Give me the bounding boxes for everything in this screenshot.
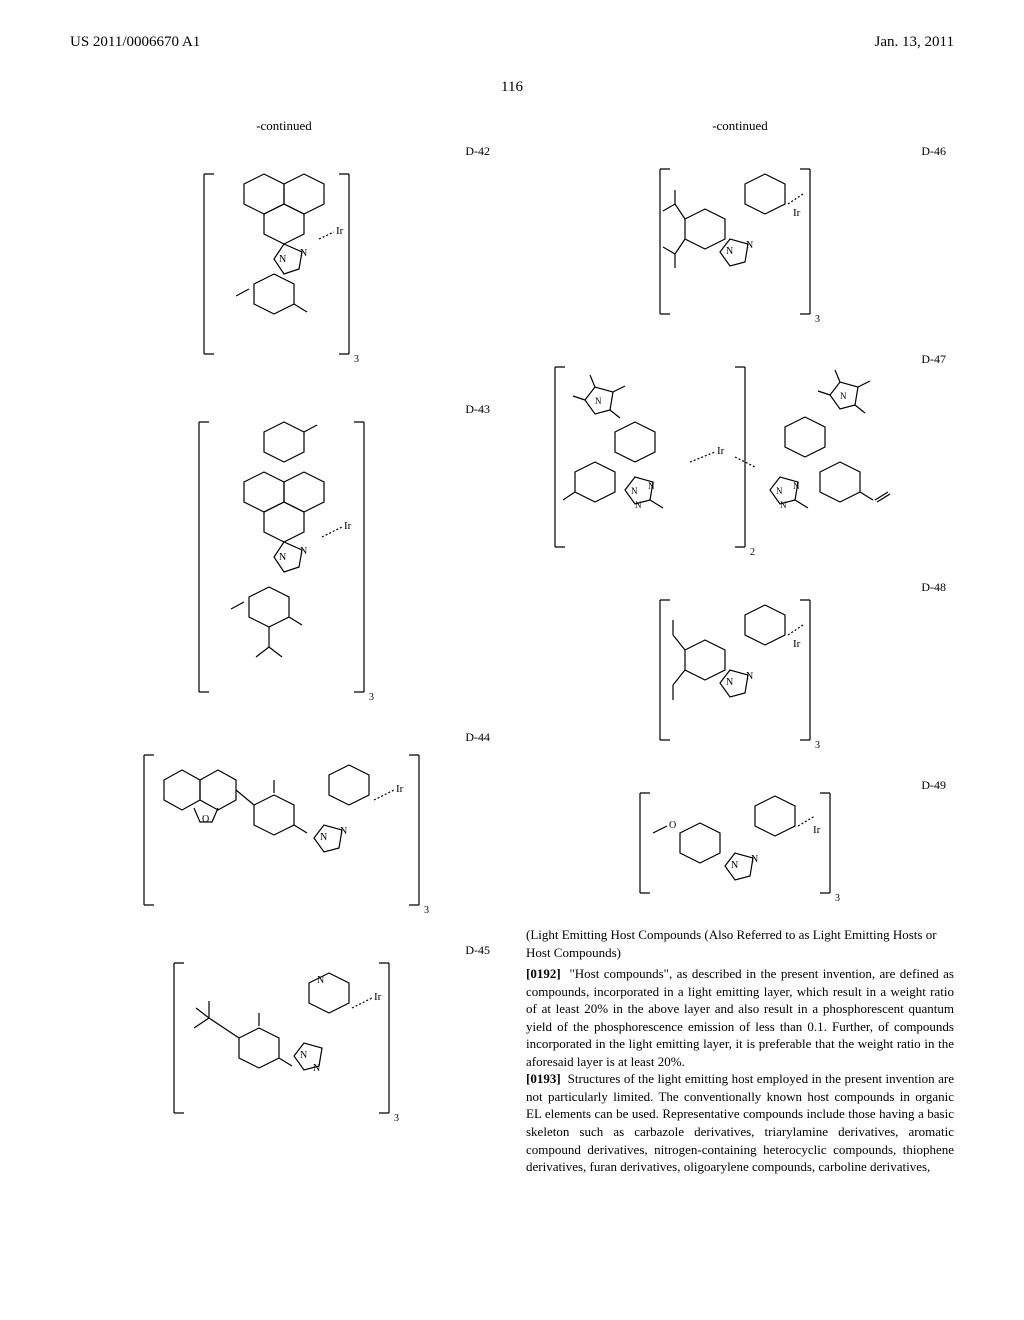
paragraph-0193: [0193] Structures of the light emitting … (526, 1070, 954, 1175)
svg-text:N: N (751, 854, 758, 865)
structure-d49: D-49 O N N Ir (526, 778, 954, 908)
structure-d43: D-43 N N Ir (70, 402, 498, 712)
svg-text:N: N (746, 240, 753, 251)
svg-text:N: N (300, 248, 307, 259)
svg-text:N: N (840, 391, 847, 401)
svg-text:N: N (340, 826, 347, 837)
chemical-structure-icon: N N N Ir 3 (154, 943, 414, 1133)
svg-text:N: N (631, 486, 638, 496)
structure-label: D-42 (465, 144, 490, 159)
svg-text:3: 3 (835, 893, 840, 904)
continued-label: -continued (526, 118, 954, 134)
svg-text:N: N (300, 1050, 307, 1061)
structure-d45: D-45 N (70, 943, 498, 1133)
chemical-structure-icon: N N Ir 3 (635, 144, 845, 334)
svg-text:N: N (731, 860, 738, 871)
structure-d44: D-44 O (70, 730, 498, 925)
paragraph-0192: [0192] "Host compounds", as described in… (526, 965, 954, 1070)
page-number: 116 (0, 79, 1024, 96)
svg-text:3: 3 (815, 740, 820, 751)
chemical-structure-icon: O N N Ir 3 (124, 730, 444, 925)
svg-text:O: O (202, 814, 209, 825)
svg-text:N: N (300, 546, 307, 557)
chemical-structure-icon: N N Ir 3 (174, 144, 394, 384)
svg-text:O: O (669, 820, 676, 831)
structure-label: D-44 (465, 730, 490, 745)
paragraph-number: [0192] (526, 966, 561, 981)
structure-label: D-45 (465, 943, 490, 958)
svg-text:3: 3 (354, 354, 359, 365)
structure-d46: D-46 N (526, 144, 954, 334)
paragraph-text: "Host compounds", as described in the pr… (526, 966, 954, 1069)
svg-text:3: 3 (369, 692, 374, 703)
paragraph-number: [0193] (526, 1071, 561, 1086)
svg-text:Ir: Ir (813, 824, 821, 836)
svg-text:3: 3 (424, 905, 429, 916)
svg-text:N: N (726, 246, 733, 257)
svg-text:Ir: Ir (793, 207, 801, 219)
paragraph-text: Structures of the light emitting host em… (526, 1071, 954, 1174)
publication-date: Jan. 13, 2011 (875, 34, 954, 51)
svg-text:N: N (320, 832, 327, 843)
svg-text:N: N (635, 500, 642, 510)
content-columns: -continued D-42 N N Ir (0, 118, 1024, 1176)
svg-text:N: N (746, 671, 753, 682)
svg-text:N: N (279, 552, 286, 563)
svg-text:N: N (793, 481, 800, 491)
svg-text:N: N (776, 486, 783, 496)
svg-text:3: 3 (815, 314, 820, 325)
svg-text:N: N (595, 396, 602, 406)
svg-text:2: 2 (750, 547, 755, 558)
svg-text:N: N (648, 481, 655, 491)
svg-text:N: N (780, 500, 787, 510)
svg-text:Ir: Ir (396, 783, 404, 795)
svg-text:Ir: Ir (374, 991, 382, 1003)
svg-text:N: N (317, 975, 324, 986)
svg-text:Ir: Ir (344, 520, 352, 532)
svg-text:N: N (313, 1063, 320, 1074)
svg-text:3: 3 (394, 1113, 399, 1124)
structure-d48: D-48 N N Ir (526, 580, 954, 760)
structure-label: D-49 (921, 778, 946, 793)
chemical-structure-icon: N N Ir 3 (635, 580, 845, 760)
svg-text:Ir: Ir (717, 445, 725, 457)
svg-text:N: N (279, 254, 286, 265)
right-column: -continued D-46 (526, 118, 954, 1176)
svg-text:N: N (726, 677, 733, 688)
structure-d42: D-42 N N Ir (70, 144, 498, 384)
structure-label: D-43 (465, 402, 490, 417)
chemical-structure-icon: O N N Ir 3 (625, 778, 855, 908)
page-header: US 2011/0006670 A1 Jan. 13, 2011 (0, 0, 1024, 51)
chemical-structure-icon: N N Ir 3 (164, 402, 404, 712)
structure-d47: D-47 N N (526, 352, 954, 562)
left-column: -continued D-42 N N Ir (70, 118, 498, 1176)
structure-label: D-47 (921, 352, 946, 367)
structure-label: D-48 (921, 580, 946, 595)
continued-label: -continued (70, 118, 498, 134)
section-title: (Light Emitting Host Compounds (Also Ref… (526, 926, 954, 961)
structure-label: D-46 (921, 144, 946, 159)
patent-number: US 2011/0006670 A1 (70, 34, 200, 51)
svg-text:Ir: Ir (336, 225, 344, 237)
svg-text:Ir: Ir (793, 638, 801, 650)
chemical-structure-icon: N N N N Ir (540, 352, 940, 562)
